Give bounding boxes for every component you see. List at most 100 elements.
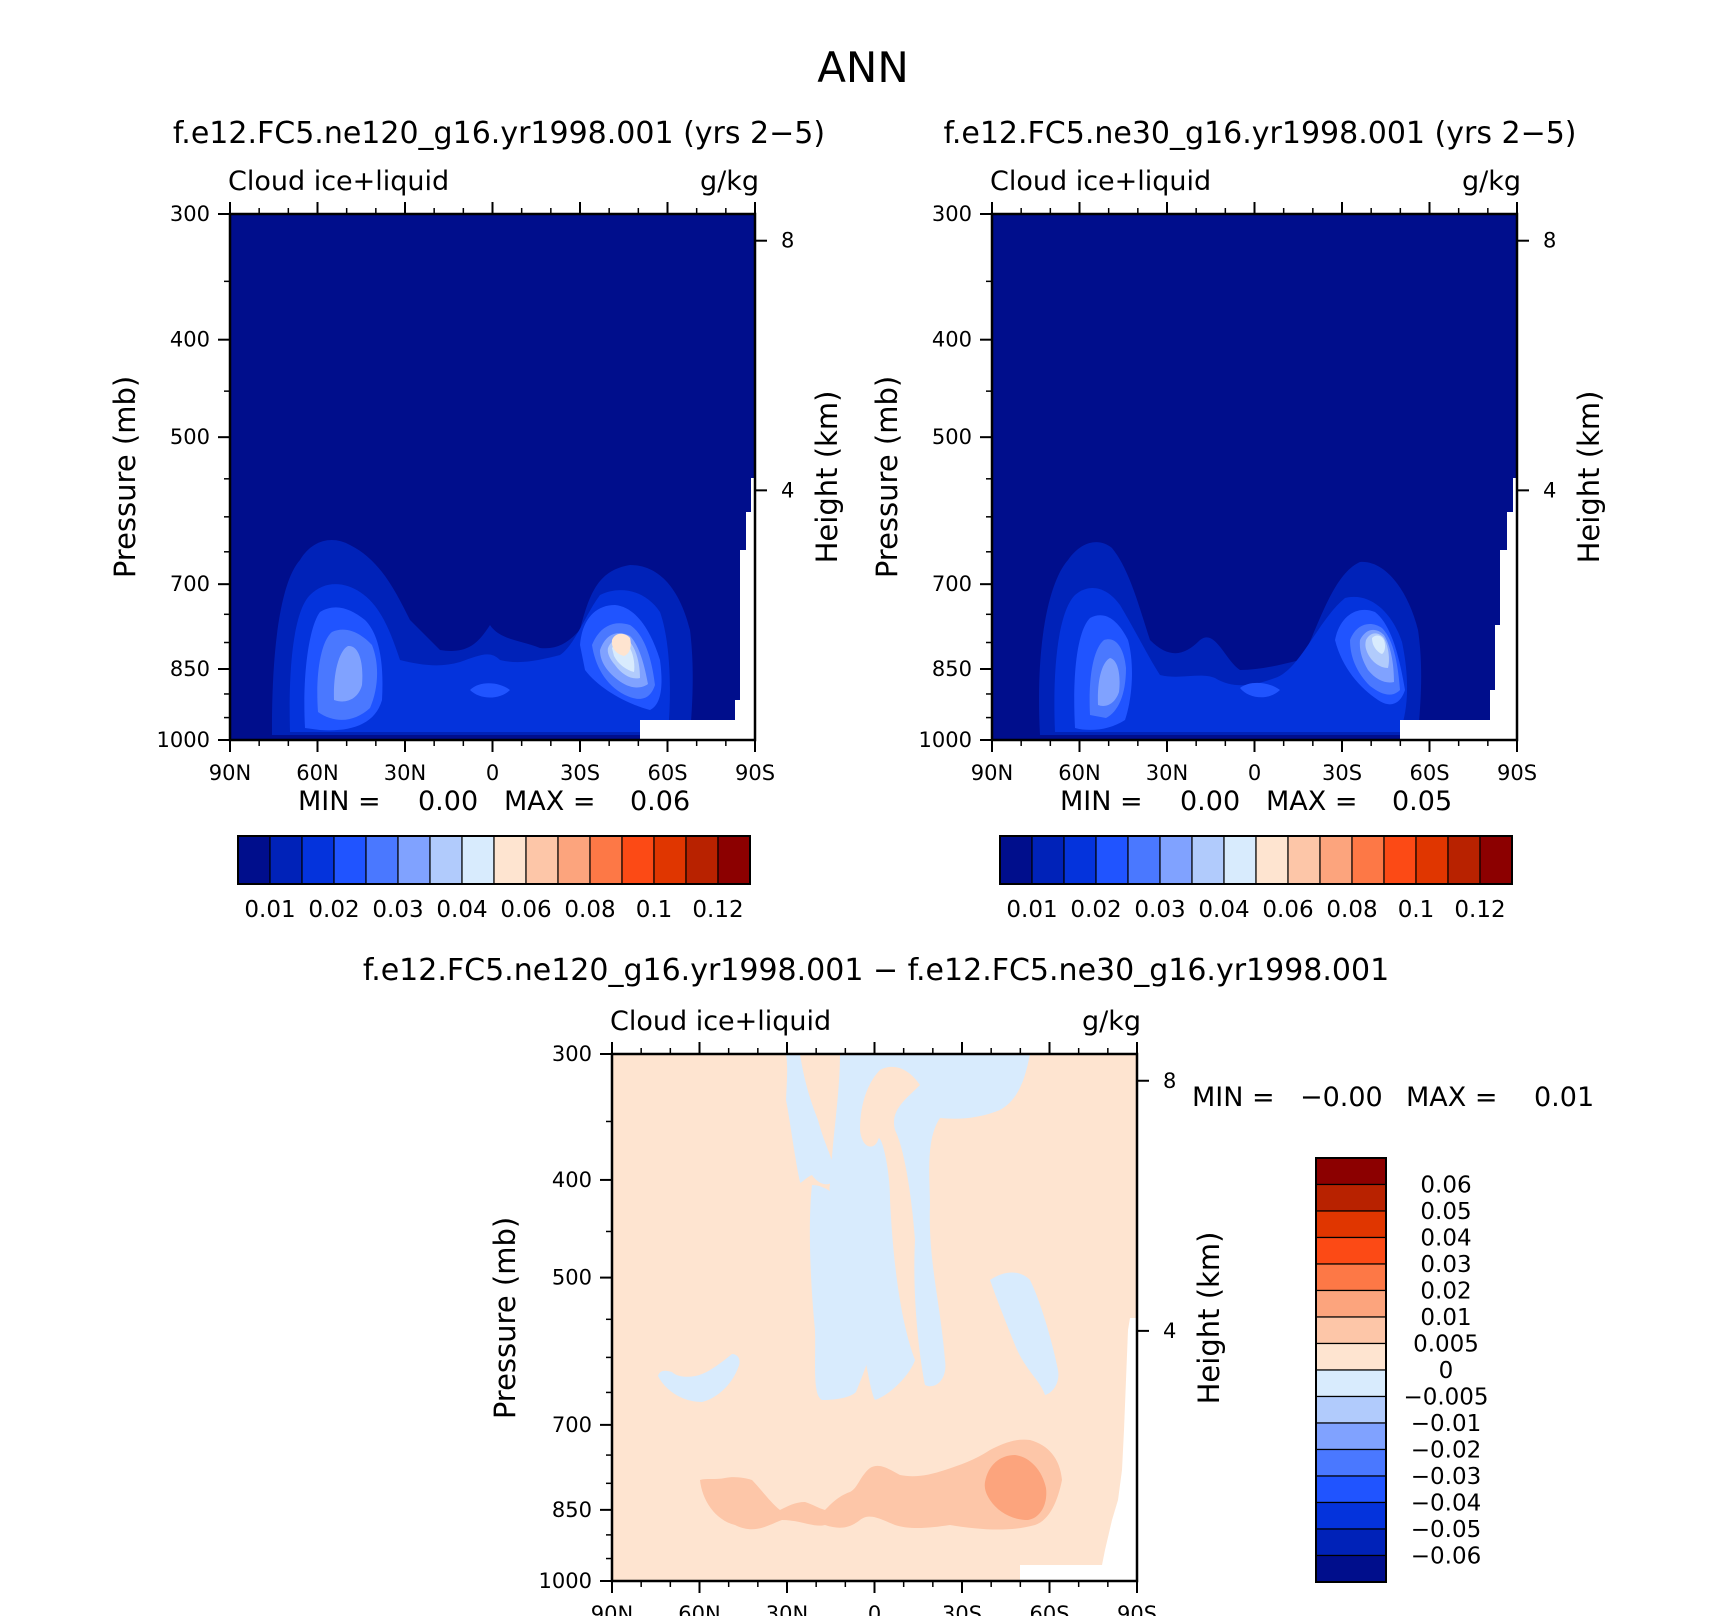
panel-3-variable-label: Cloud ice+liquid	[610, 1006, 831, 1037]
panel-1-y-axis-title: Pressure (mb)	[108, 376, 142, 578]
panel-3-negative-region-middle	[809, 1185, 1059, 1400]
panel-1-colorbar-swatch	[269, 835, 303, 885]
panel-1-x-tick-label: 30N	[384, 761, 426, 785]
panel-3-colorbar-swatch	[1315, 1395, 1387, 1424]
panel-1-colorbar-swatch	[397, 835, 431, 885]
panel-3-y-tick-label: 1000	[539, 1569, 592, 1593]
panel-2-y-tick-label: 700	[932, 572, 972, 596]
panel-3-colorbar-label: −0.06	[1411, 1544, 1481, 1570]
panel-3-positive-region-0-01	[700, 1439, 1062, 1530]
panel-3-y-tick-label: 500	[552, 1266, 592, 1290]
panel-2-max-label: MAX =	[1266, 786, 1357, 817]
panel-3-y-tick-label: 300	[552, 1042, 592, 1066]
panel-2-contour-band-2	[1054, 587, 1408, 732]
panel-2-height-axis-title: Height (km)	[1572, 391, 1606, 564]
panel-3-y-tick-label: 850	[552, 1498, 592, 1522]
panel-2-x-tick-label: 90N	[971, 761, 1013, 785]
panel-2-colorbar-swatch	[1319, 835, 1353, 885]
panel-3-colorbar-swatch	[1315, 1422, 1387, 1451]
panel-2-colorbar-label: 0.08	[1326, 897, 1377, 923]
panel-2-colorbar-swatch	[1223, 835, 1257, 885]
panel-2-y-axis-title: Pressure (mb)	[870, 376, 904, 578]
panel-2-colorbar-swatch	[1287, 835, 1321, 885]
panel-1-colorbar-swatch	[525, 835, 559, 885]
panel-2-x-tick-label: 0	[1248, 761, 1261, 785]
panel-3-colorbar-label: −0.01	[1411, 1411, 1481, 1437]
panel-1-height-tick-label: 4	[781, 478, 794, 502]
panel-3-x-tick-label: 90S	[1117, 1602, 1157, 1616]
panel-1-colorbar-swatch	[493, 835, 527, 885]
panel-1-height-tick-label: 8	[781, 229, 794, 253]
panel-1-colorbar-swatch	[685, 835, 719, 885]
panel-3-colorbar-swatch	[1315, 1289, 1387, 1318]
panel-1-contour-band-4	[317, 623, 655, 720]
panel-3-x-tick-label: 60S	[1029, 1602, 1069, 1616]
panel-1-colorbar-label: 0.03	[372, 897, 423, 923]
panel-3-colorbar-swatch	[1315, 1316, 1387, 1345]
panel-1-x-tick-label: 0	[486, 761, 499, 785]
panel-3-colorbar-label: −0.04	[1411, 1491, 1481, 1517]
panel-3-units-label: g/kg	[1082, 1006, 1141, 1037]
panel-1-contour-band-8	[611, 633, 631, 656]
panel-1-plot-area	[230, 214, 755, 740]
panel-1-max-label: MAX =	[504, 786, 595, 817]
panel-2-colorbar-swatch	[999, 835, 1033, 885]
panel-2-colorbar-label: 0.12	[1454, 897, 1505, 923]
panel-2-y-tick-label: 400	[932, 328, 972, 352]
panel-2-y-tick-label: 1000	[919, 728, 972, 752]
panel-1-title: f.e12.FC5.ne120_g16.yr1998.001 (yrs 2−5)	[173, 116, 825, 151]
panel-2-max-value: 0.05	[1392, 786, 1452, 817]
panel-2-plot-area	[992, 214, 1517, 740]
panel-2-x-tick-label: 60N	[1058, 761, 1100, 785]
panel-3-colorbar-swatch	[1315, 1554, 1387, 1583]
panel-3-colorbar-frame	[1315, 1157, 1387, 1583]
panel-3: f.e12.FC5.ne120_g16.yr1998.001 − f.e12.F…	[363, 953, 1594, 1616]
panel-1: f.e12.FC5.ne120_g16.yr1998.001 (yrs 2−5)…	[108, 116, 844, 923]
panel-2-y-tick-label: 300	[932, 202, 972, 226]
panel-2-colorbar-label: 0.02	[1070, 897, 1121, 923]
panel-2-x-tick-label: 90S	[1497, 761, 1537, 785]
panel-1-height-axis: 84	[755, 229, 794, 502]
panel-1-colorbar-swatch	[301, 835, 335, 885]
panel-3-colorbar-label: 0.03	[1420, 1252, 1471, 1278]
panel-2-colorbar-label: 0.01	[1006, 897, 1057, 923]
panel-1-colorbar-swatch	[717, 835, 751, 885]
panel-3-positive-region-0-02	[984, 1455, 1047, 1520]
panel-1-colorbar-swatch	[653, 835, 687, 885]
figure-title: ANN	[817, 43, 909, 92]
panel-2-colorbar-label: 0.04	[1198, 897, 1249, 923]
panel-1-y-tick-label: 400	[170, 328, 210, 352]
panel-1-height-axis-title: Height (km)	[810, 391, 844, 564]
panel-3-colorbar-swatch	[1315, 1210, 1387, 1239]
panel-1-units-label: g/kg	[700, 166, 759, 197]
panel-2-height-axis: 84	[1517, 229, 1556, 502]
panel-3-colorbar-label: −0.03	[1411, 1464, 1481, 1490]
panel-1-colorbar-label: 0.01	[244, 897, 295, 923]
panel-2-colorbar-label: 0.1	[1398, 897, 1435, 923]
panel-2-height-tick-label: 4	[1543, 478, 1556, 502]
panel-2-contour-band-5	[1097, 629, 1394, 706]
panel-2-colorbar-swatch	[1351, 835, 1385, 885]
panel-2-min-label: MIN =	[1060, 786, 1143, 817]
panel-2-title: f.e12.FC5.ne30_g16.yr1998.001 (yrs 2−5)	[943, 116, 1576, 151]
panel-2-y-axis: 300 400 500 700 850 1000	[919, 202, 992, 752]
panel-3-plot-area	[612, 1054, 1137, 1581]
panel-2-colorbar-label: 0.06	[1262, 897, 1313, 923]
panel-3-height-tick-label: 4	[1163, 1319, 1176, 1343]
panel-3-x-tick-label: 30S	[942, 1602, 982, 1616]
panel-1-colorbar-label: 0.1	[636, 897, 673, 923]
panel-1-max-value: 0.06	[630, 786, 690, 817]
panel-3-negative-region-upper	[786, 1054, 1030, 1400]
panel-1-colorbar-label: 0.02	[308, 897, 359, 923]
panel-2-colorbar-swatch	[1191, 835, 1225, 885]
panel-2-colorbar-label: 0.03	[1134, 897, 1185, 923]
panel-1-colorbar-swatch	[557, 835, 591, 885]
panel-1-x-tick-label: 60S	[647, 761, 687, 785]
panel-1-colorbar-swatch	[621, 835, 655, 885]
panel-3-topography-mask	[1020, 1318, 1137, 1581]
panel-3-colorbar-swatch	[1315, 1183, 1387, 1212]
panel-1-x-tick-label: 60N	[296, 761, 338, 785]
panel-2-x-tick-label: 30N	[1146, 761, 1188, 785]
panel-3-colorbar-swatch	[1315, 1501, 1387, 1530]
